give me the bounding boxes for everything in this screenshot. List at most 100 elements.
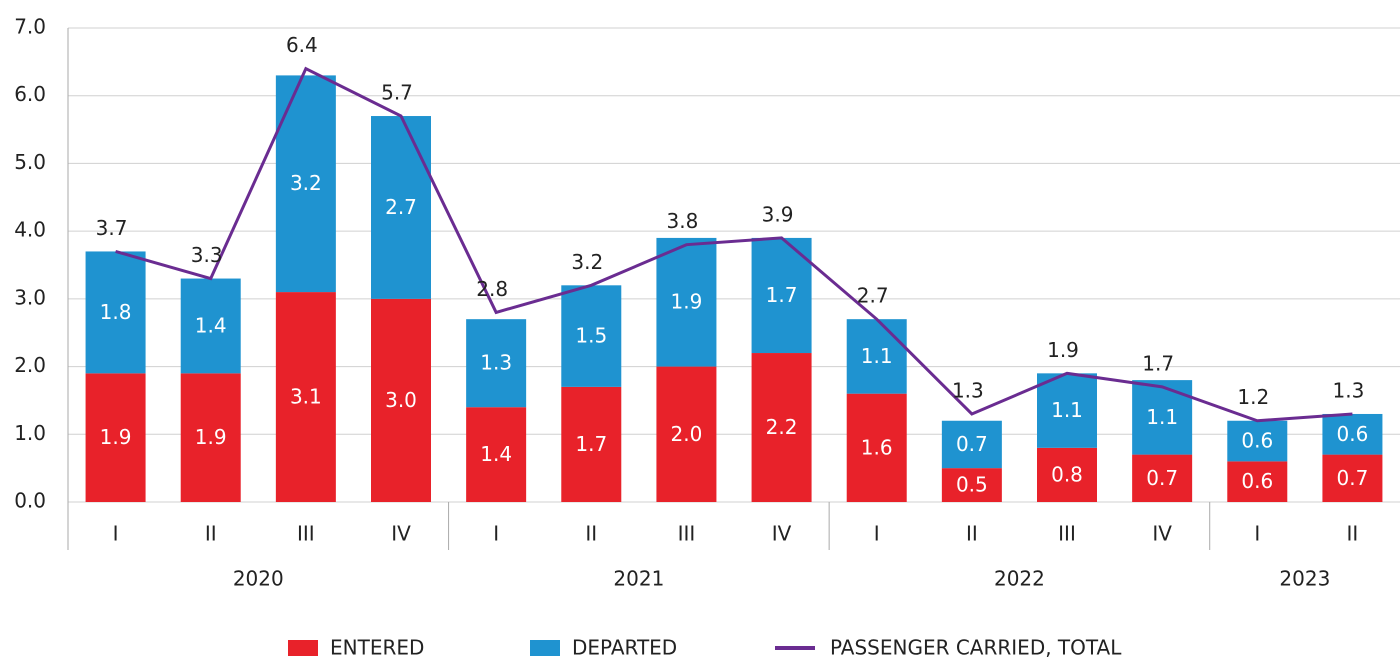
- bar-label: 1.9: [195, 425, 227, 449]
- bar-segment: [1227, 461, 1288, 502]
- line-label: 3.3: [191, 243, 223, 267]
- legend-label: PASSENGER CARRIED, TOTAL: [830, 636, 1122, 660]
- group-label: 2021: [613, 567, 664, 591]
- bar-label: 1.7: [575, 432, 607, 456]
- y-tick-label: 5.0: [14, 150, 46, 174]
- line-label: 1.3: [952, 378, 984, 402]
- bar-label: 1.5: [575, 324, 607, 348]
- y-tick-label: 3.0: [14, 285, 46, 309]
- bar-label: 3.1: [290, 385, 322, 409]
- line-label: 3.8: [667, 209, 699, 233]
- legend-swatch: [288, 640, 318, 656]
- x-tick-label: II: [1347, 522, 1359, 546]
- group-label: 2023: [1279, 567, 1330, 591]
- y-tick-label: 1.0: [14, 421, 46, 445]
- x-tick-label: I: [874, 522, 880, 546]
- bar-segment: [180, 278, 241, 374]
- x-tick-label: III: [297, 522, 315, 546]
- y-tick-label: 4.0: [14, 218, 46, 242]
- legend-label: DEPARTED: [572, 636, 677, 660]
- x-tick-label: I: [113, 522, 119, 546]
- bar-label: 0.8: [1051, 462, 1083, 486]
- x-tick-label: I: [493, 522, 499, 546]
- bar-label: 0.7: [956, 432, 988, 456]
- x-tick-label: II: [585, 522, 597, 546]
- x-tick-label: III: [1058, 522, 1076, 546]
- bar-label: 2.2: [766, 415, 798, 439]
- line-label: 5.7: [381, 81, 413, 105]
- x-tick-label: IV: [772, 522, 792, 546]
- x-tick-label: IV: [391, 522, 411, 546]
- bar-segment: [371, 116, 431, 299]
- line-label: 1.7: [1142, 351, 1174, 375]
- bar-label: 0.6: [1337, 422, 1369, 446]
- line-label: 3.9: [762, 202, 794, 226]
- y-tick-label: 6.0: [14, 82, 46, 106]
- bar-label: 1.6: [861, 435, 893, 459]
- bar-segment: [1322, 413, 1383, 455]
- bar-label: 1.8: [100, 300, 132, 324]
- line-label: 3.7: [96, 216, 128, 240]
- bar-label: 1.4: [195, 313, 227, 337]
- bar-label: 2.0: [671, 422, 703, 446]
- bar-segment: [466, 407, 527, 502]
- bar-label: 1.9: [671, 290, 703, 314]
- group-label: 2020: [233, 567, 284, 591]
- bar-segment: [561, 386, 622, 502]
- bar-segment: [656, 366, 717, 502]
- bar-label: 0.6: [1241, 429, 1273, 453]
- bar-label: 1.1: [1051, 398, 1083, 422]
- bar-label: 1.3: [480, 351, 512, 375]
- group-label: 2022: [994, 567, 1045, 591]
- bar-segment: [85, 251, 146, 374]
- bar-segment: [941, 420, 1002, 469]
- bar-segment: [1322, 454, 1383, 502]
- bar-label: 3.2: [290, 171, 322, 195]
- line-label: 2.7: [857, 284, 889, 308]
- line-label: 6.4: [286, 33, 318, 57]
- bar-segment: [846, 319, 907, 394]
- bar-label: 0.7: [1146, 466, 1178, 490]
- bar-label: 2.7: [385, 195, 417, 219]
- bar-segment: [1132, 454, 1193, 502]
- bar-segment: [846, 393, 907, 502]
- legend-label: ENTERED: [330, 636, 424, 660]
- bar-label: 0.7: [1337, 466, 1369, 490]
- bar-segment: [85, 373, 146, 502]
- bar-segment: [656, 237, 717, 367]
- y-tick-label: 0.0: [14, 489, 46, 513]
- bar-segment: [1227, 420, 1288, 462]
- bar-segment: [1037, 373, 1097, 448]
- bar-segment: [941, 468, 1002, 502]
- line: [115, 66, 1353, 423]
- bar-segment: [371, 298, 431, 502]
- bar-label: 1.9: [100, 425, 132, 449]
- bar-segment: [751, 237, 812, 354]
- x-tick-label: I: [1254, 522, 1260, 546]
- x-tick-label: III: [678, 522, 696, 546]
- x-tick-label: II: [205, 522, 217, 546]
- bar-label: 1.7: [766, 283, 798, 307]
- line-label: 2.8: [476, 277, 508, 301]
- bar-segment: [275, 292, 336, 502]
- bar-label: 1.1: [861, 344, 893, 368]
- y-tick-label: 7.0: [14, 15, 46, 39]
- y-tick-label: 2.0: [14, 353, 46, 377]
- line-label: 3.2: [571, 250, 603, 274]
- bar-label: 1.4: [480, 442, 512, 466]
- bar-segment: [180, 373, 241, 502]
- bar-segment: [1037, 447, 1097, 502]
- x-tick-label: IV: [1152, 522, 1172, 546]
- bar-segment: [751, 353, 812, 502]
- bar-label: 3.0: [385, 388, 417, 412]
- bar-label: 0.5: [956, 473, 988, 497]
- line-label: 1.3: [1333, 378, 1365, 402]
- x-tick-label: II: [966, 522, 978, 546]
- bar-segment: [561, 285, 622, 387]
- bar-label: 1.1: [1146, 405, 1178, 429]
- line-label: 1.2: [1237, 385, 1269, 409]
- line-label: 1.9: [1047, 338, 1079, 362]
- bar-label: 0.6: [1241, 469, 1273, 493]
- bar-segment: [466, 319, 527, 408]
